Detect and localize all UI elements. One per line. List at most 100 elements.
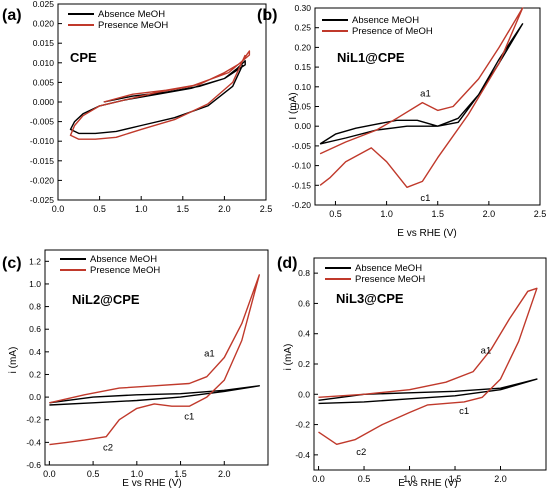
x-tick-label: 2.0	[218, 204, 231, 214]
x-tick-label: 2.5	[260, 204, 273, 214]
legend-entry: Presence MeOH	[90, 265, 160, 276]
x-tick-label: 2.0	[218, 469, 231, 479]
x-tick-label: 1.0	[131, 469, 144, 479]
y-tick-label: -0.4	[26, 437, 41, 447]
x-tick-label: 0.0	[52, 204, 65, 214]
panel-title: CPE	[70, 50, 97, 65]
y-tick-label: -0.20	[292, 200, 312, 210]
x-tick-label: 2.0	[494, 474, 507, 484]
y-tick-label: 0.6	[29, 324, 41, 334]
annotation: c1	[420, 193, 430, 204]
legend-entry: Presence MeOH	[98, 20, 168, 31]
series-line	[318, 378, 538, 405]
x-tick-label: 2.0	[483, 209, 496, 219]
y-tick-label: 0.0	[298, 389, 310, 399]
y-tick-label: -0.010	[30, 136, 54, 146]
y-tick-label: 0.025	[33, 0, 55, 9]
series-line	[318, 287, 538, 445]
y-tick-label: 0.8	[29, 302, 41, 312]
x-axis-label: E vs RHE (V)	[398, 478, 457, 489]
panel-label: (a)	[2, 7, 22, 24]
y-tick-label: 0.2	[298, 359, 310, 369]
x-tick-label: 1.5	[174, 469, 187, 479]
y-tick-label: 0.4	[298, 329, 310, 339]
x-tick-label: 1.5	[449, 474, 462, 484]
series-line	[69, 60, 246, 135]
y-tick-label: -0.10	[292, 161, 312, 171]
annotation: a1	[420, 89, 431, 100]
panel-label: (c)	[2, 255, 22, 272]
x-axis-label: E vs RHE (V)	[122, 478, 181, 489]
plot-frame	[313, 257, 547, 471]
y-axis-label: i (mA)	[283, 344, 294, 371]
x-tick-label: 0.0	[43, 469, 56, 479]
y-tick-label: 0.00	[294, 121, 311, 131]
y-tick-label: -0.025	[30, 195, 54, 205]
x-tick-label: 2.5	[534, 209, 547, 219]
plot-frame	[314, 7, 541, 206]
y-tick-label: 0.015	[33, 38, 55, 48]
y-tick-label: 0.6	[298, 298, 310, 308]
x-tick-label: 0.5	[93, 204, 106, 214]
y-tick-label: -0.2	[295, 420, 310, 430]
y-tick-label: 0.8	[298, 268, 310, 278]
plot-frame	[44, 249, 269, 466]
annotation: a1	[204, 348, 215, 359]
panel-title: NiL3@CPE	[336, 291, 404, 306]
annotation: c1	[184, 412, 194, 423]
y-tick-label: 0.2	[29, 369, 41, 379]
y-tick-label: -0.005	[30, 117, 54, 127]
y-tick-label: -0.6	[26, 460, 41, 470]
panel-title: NiL1@CPE	[337, 50, 405, 65]
y-tick-label: -0.4	[295, 450, 310, 460]
y-tick-label: 0.30	[294, 3, 311, 13]
y-tick-label: 0.010	[33, 58, 55, 68]
y-tick-label: 0.0	[29, 392, 41, 402]
y-axis-label: I (mA)	[288, 92, 299, 119]
legend-entry: Absence MeOH	[355, 263, 422, 274]
panel-title: NiL2@CPE	[72, 292, 140, 307]
x-axis-label: E vs RHE (V)	[397, 228, 456, 239]
y-tick-label: -0.15	[292, 180, 312, 190]
y-tick-label: 0.4	[29, 347, 41, 357]
annotation: a1	[481, 345, 492, 356]
x-tick-label: 1.5	[177, 204, 190, 214]
series-line	[319, 23, 524, 145]
x-tick-label: 0.5	[87, 469, 100, 479]
legend-entry: Absence MeOH	[98, 9, 165, 20]
x-tick-label: 1.0	[135, 204, 148, 214]
y-tick-label: 0.10	[294, 82, 311, 92]
annotation: c2	[356, 447, 366, 458]
series-line	[49, 385, 260, 406]
x-tick-label: 1.0	[403, 474, 416, 484]
y-tick-label: 0.005	[33, 77, 55, 87]
y-axis-label: i (mA)	[8, 347, 19, 374]
annotation: c1	[459, 406, 469, 417]
series-line	[69, 50, 251, 140]
y-tick-label: 1.2	[29, 256, 41, 266]
panel-label: (d)	[277, 255, 297, 272]
annotation: c2	[103, 442, 113, 453]
panel-label: (b)	[257, 7, 277, 24]
x-tick-label: 0.0	[312, 474, 325, 484]
y-tick-label: 0.05	[294, 102, 311, 112]
y-tick-label: -0.015	[30, 156, 54, 166]
legend-entry: Presence of MeOH	[352, 26, 433, 37]
plot-frame	[57, 3, 267, 201]
y-tick-label: 0.020	[33, 19, 55, 29]
y-tick-label: -0.2	[26, 415, 41, 425]
x-tick-label: 0.5	[329, 209, 342, 219]
y-tick-label: 0.000	[33, 97, 55, 107]
legend-entry: Absence MeOH	[90, 254, 157, 265]
legend-entry: Absence MeOH	[352, 15, 419, 26]
x-tick-label: 0.5	[358, 474, 371, 484]
y-tick-label: 0.25	[294, 23, 311, 33]
y-tick-label: 1.0	[29, 279, 41, 289]
y-tick-label: 0.15	[294, 62, 311, 72]
legend-entry: Presence MeOH	[355, 274, 425, 285]
x-tick-label: 1.5	[431, 209, 444, 219]
y-tick-label: -0.020	[30, 175, 54, 185]
series-line	[49, 274, 260, 446]
